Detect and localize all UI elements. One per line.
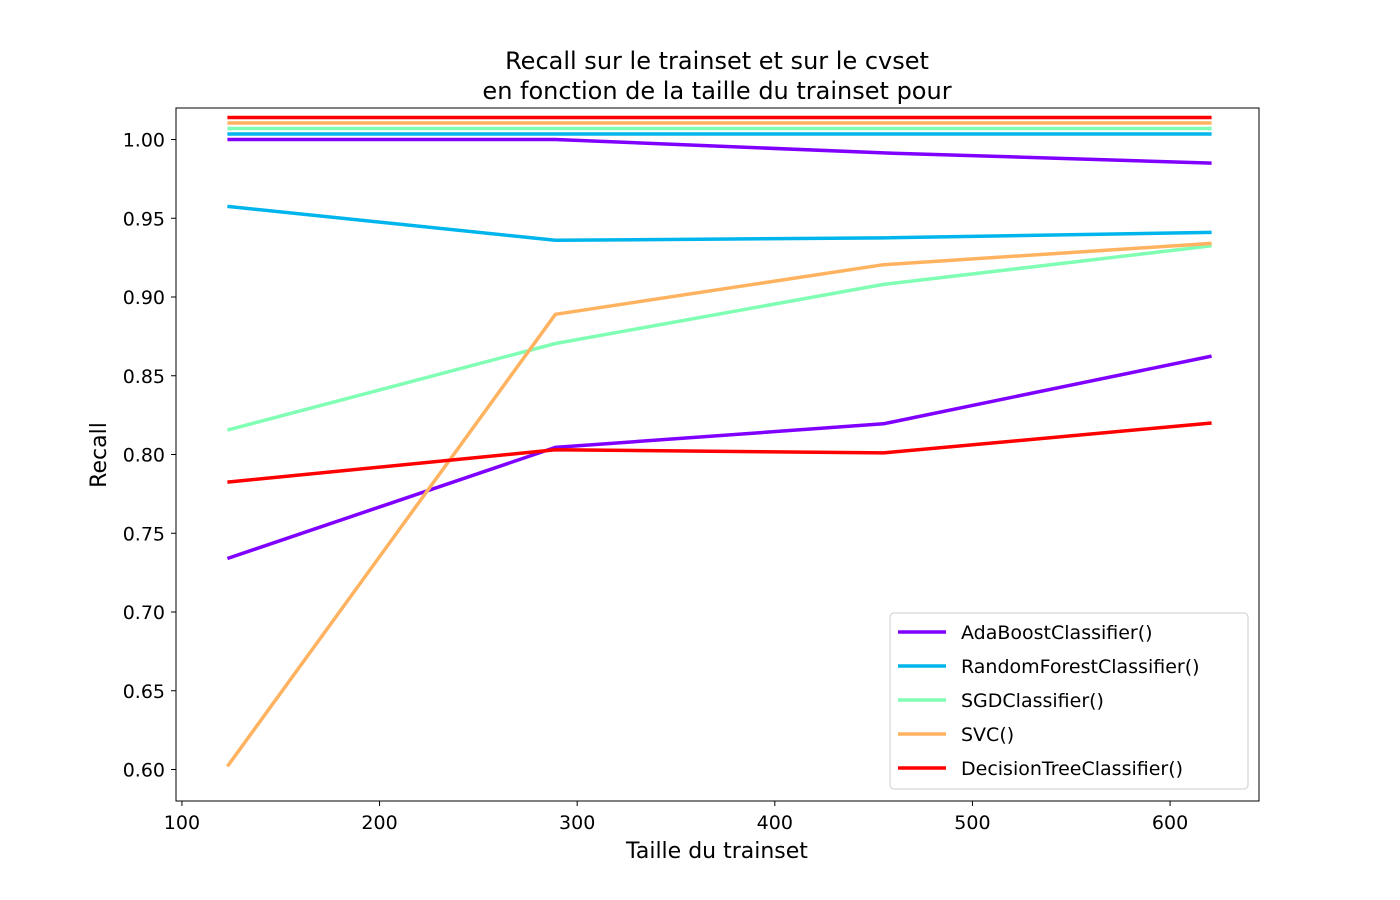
y-tick-label: 0.90 bbox=[123, 287, 165, 309]
legend-label-3: SVC() bbox=[961, 724, 1014, 746]
y-tick-label: 0.80 bbox=[123, 445, 165, 467]
x-tick-label: 300 bbox=[559, 812, 595, 834]
y-tick-label: 0.65 bbox=[123, 681, 165, 703]
y-axis-ticks: 0.60 0.65 0.70 0.75 0.80 0.85 0.90 0.95 1.00 bbox=[123, 130, 176, 782]
plot-lines bbox=[225, 115, 1212, 768]
y-axis-label: Recall bbox=[87, 422, 112, 488]
x-axis-ticks: 100 200 300 400 500 600 bbox=[164, 801, 1188, 834]
x-tick-label: 200 bbox=[361, 812, 397, 834]
series-line-train-0 bbox=[227, 137, 1212, 165]
y-tick-label: 0.70 bbox=[123, 602, 165, 624]
x-tick-label: 500 bbox=[954, 812, 990, 834]
legend-label-0: AdaBoostClassifier() bbox=[961, 622, 1153, 644]
legend-label-2: SGDClassifier() bbox=[961, 690, 1104, 712]
series-line-cv-3 bbox=[225, 241, 1212, 768]
series-line-cv-2 bbox=[226, 244, 1212, 432]
series-line-cv-0 bbox=[226, 354, 1212, 561]
x-tick-label: 100 bbox=[164, 812, 200, 834]
legend-label-1: RandomForestClassifier() bbox=[961, 656, 1200, 678]
y-tick-label: 1.00 bbox=[123, 130, 165, 152]
legend-label-4: DecisionTreeClassifier() bbox=[961, 758, 1183, 780]
legend-box bbox=[889, 612, 1249, 790]
y-tick-label: 0.85 bbox=[123, 366, 165, 388]
x-tick-label: 400 bbox=[757, 812, 793, 834]
series-line-cv-1 bbox=[227, 204, 1212, 243]
chart-title-line-1: Recall sur le trainset et sur le cvset bbox=[505, 47, 929, 75]
y-tick-label: 0.95 bbox=[123, 208, 165, 230]
y-tick-label: 0.75 bbox=[123, 523, 165, 545]
x-axis-label: Taille du trainset bbox=[625, 839, 808, 864]
x-tick-label: 600 bbox=[1152, 812, 1188, 834]
legend: AdaBoostClassifier() RandomForestClassifi… bbox=[889, 612, 1249, 790]
y-tick-label: 0.60 bbox=[123, 760, 165, 782]
series-line-cv-4 bbox=[227, 421, 1212, 484]
chart-title-line-2: en fonction de la taille du trainset pou… bbox=[482, 77, 951, 105]
